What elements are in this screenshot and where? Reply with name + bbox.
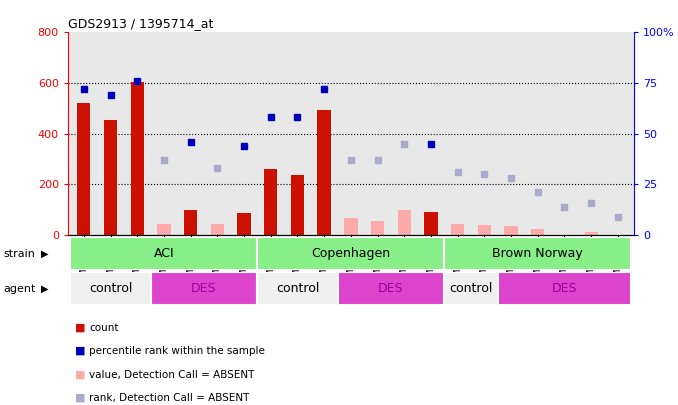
Text: ▶: ▶ — [41, 284, 48, 294]
Bar — [131, 82, 144, 235]
Bar — [104, 120, 117, 235]
Text: Brown Norway: Brown Norway — [492, 247, 583, 260]
Text: ▶: ▶ — [41, 249, 48, 258]
Text: value, Detection Call = ABSENT: value, Detection Call = ABSENT — [89, 370, 255, 379]
Text: control: control — [276, 282, 319, 295]
Bar — [444, 272, 498, 305]
Bar — [498, 272, 631, 305]
Bar — [157, 224, 171, 235]
Text: agent: agent — [3, 284, 36, 294]
Text: control: control — [450, 282, 493, 295]
Bar — [338, 272, 444, 305]
Bar — [531, 229, 544, 235]
Bar — [504, 226, 518, 235]
Text: Copenhagen: Copenhagen — [311, 247, 391, 260]
Bar — [444, 237, 631, 270]
Text: ■: ■ — [75, 393, 85, 403]
Bar — [71, 237, 258, 270]
Text: DES: DES — [191, 282, 217, 295]
Bar — [451, 224, 464, 235]
Text: count: count — [89, 323, 119, 333]
Text: ■: ■ — [75, 323, 85, 333]
Bar — [77, 103, 90, 235]
Text: ■: ■ — [75, 370, 85, 379]
Text: percentile rank within the sample: percentile rank within the sample — [89, 346, 265, 356]
Text: control: control — [89, 282, 132, 295]
Text: GDS2913 / 1395714_at: GDS2913 / 1395714_at — [68, 17, 213, 30]
Bar — [371, 221, 384, 235]
Bar — [317, 110, 331, 235]
Text: DES: DES — [552, 282, 577, 295]
Bar — [184, 210, 197, 235]
Bar — [397, 210, 411, 235]
Bar — [71, 272, 151, 305]
Text: rank, Detection Call = ABSENT: rank, Detection Call = ABSENT — [89, 393, 250, 403]
Bar — [151, 272, 258, 305]
Text: DES: DES — [378, 282, 403, 295]
Bar — [237, 213, 251, 235]
Bar — [584, 232, 598, 235]
Bar — [258, 237, 444, 270]
Bar — [424, 212, 438, 235]
Text: ACI: ACI — [154, 247, 174, 260]
Bar — [344, 218, 357, 235]
Text: ■: ■ — [75, 346, 85, 356]
Text: strain: strain — [3, 249, 35, 258]
Bar — [258, 272, 338, 305]
Bar — [291, 175, 304, 235]
Bar — [264, 169, 277, 235]
Bar — [211, 224, 224, 235]
Bar — [478, 225, 491, 235]
